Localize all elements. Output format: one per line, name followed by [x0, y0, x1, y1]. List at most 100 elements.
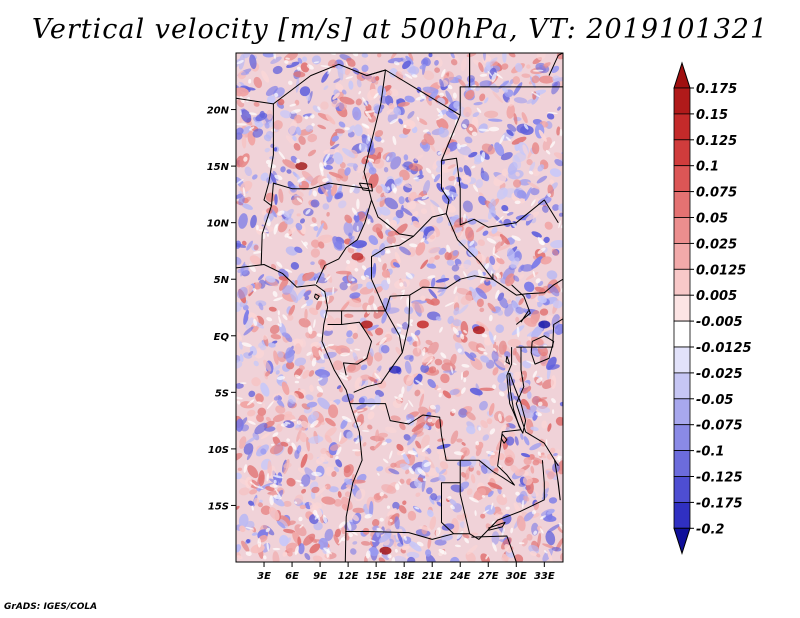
velocity-blob: [459, 481, 470, 490]
velocity-blob: [525, 272, 539, 281]
velocity-blob: [298, 135, 306, 145]
velocity-blob: [310, 261, 315, 266]
velocity-blob: [543, 329, 559, 335]
velocity-blob: [236, 242, 247, 248]
velocity-blob: [476, 298, 484, 308]
calm-streak: [385, 248, 391, 254]
calm-streak: [400, 237, 407, 241]
velocity-blob: [344, 167, 351, 176]
calm-streak: [340, 537, 346, 542]
velocity-blob: [513, 113, 518, 125]
velocity-blob: [373, 440, 383, 450]
calm-streak: [348, 532, 353, 538]
velocity-blob: [421, 434, 430, 448]
velocity-blob: [515, 171, 520, 177]
border-line: [371, 273, 494, 312]
velocity-blob: [513, 188, 523, 198]
velocity-blob: [279, 535, 289, 547]
velocity-blob: [450, 59, 458, 66]
velocity-blob: [241, 134, 247, 149]
velocity-blob: [416, 340, 420, 353]
velocity-blob: [419, 388, 425, 394]
calm-streak: [327, 66, 332, 75]
velocity-blob: [283, 462, 292, 469]
velocity-blob: [351, 514, 360, 522]
velocity-blob: [333, 78, 341, 83]
calm-streak: [358, 90, 362, 95]
velocity-blob: [247, 409, 256, 417]
velocity-blob: [399, 478, 405, 484]
calm-streak: [310, 223, 318, 227]
velocity-blob: [542, 205, 549, 213]
calm-streak: [419, 91, 427, 100]
velocity-blob: [442, 390, 452, 399]
calm-streak: [485, 554, 489, 560]
calm-streak: [239, 382, 247, 384]
calm-streak: [252, 288, 257, 292]
velocity-blob: [302, 271, 315, 282]
velocity-blob: [310, 491, 316, 500]
velocity-blob: [531, 75, 540, 84]
calm-streak: [444, 302, 455, 307]
calm-streak: [266, 401, 274, 410]
calm-streak: [462, 213, 466, 223]
calm-streak: [340, 352, 350, 357]
velocity-blob: [273, 120, 283, 130]
calm-streak: [266, 317, 273, 322]
calm-streak: [531, 91, 541, 98]
velocity-blob: [549, 168, 562, 177]
calm-streak: [296, 66, 301, 71]
calm-streak: [462, 123, 467, 129]
velocity-blob: [514, 350, 522, 363]
velocity-blob: [451, 518, 460, 534]
velocity-blob: [541, 420, 547, 429]
calm-streak: [439, 326, 443, 333]
velocity-blob: [415, 492, 421, 497]
calm-streak: [421, 195, 428, 200]
calm-streak: [499, 134, 505, 145]
velocity-blob: [246, 449, 253, 461]
velocity-blob: [436, 501, 443, 507]
velocity-blob: [384, 426, 397, 434]
velocity-blob: [269, 324, 280, 335]
lat-tick-label: 5S: [215, 388, 229, 399]
velocity-blob: [243, 326, 254, 336]
velocity-blob: [338, 102, 347, 111]
velocity-blob: [500, 152, 513, 161]
velocity-blob: [436, 97, 446, 106]
calm-streak: [236, 60, 244, 65]
velocity-blob: [536, 175, 548, 184]
velocity-blob: [394, 178, 402, 185]
calm-streak: [454, 544, 462, 548]
calm-streak: [389, 450, 393, 459]
velocity-blob: [531, 325, 544, 339]
calm-streak: [239, 96, 245, 104]
calm-streak: [427, 275, 436, 279]
velocity-blob: [406, 413, 415, 422]
velocity-blob: [526, 64, 531, 69]
calm-streak: [245, 551, 252, 556]
velocity-blob: [375, 327, 384, 336]
border-line: [548, 53, 563, 76]
calm-streak: [286, 236, 293, 240]
calm-streak: [285, 57, 291, 60]
velocity-blob: [398, 505, 407, 514]
calm-streak: [489, 428, 496, 435]
velocity-blob: [408, 540, 422, 552]
velocity-blob: [453, 100, 462, 109]
velocity-blob: [404, 360, 412, 374]
velocity-blob: [324, 528, 334, 541]
calm-streak: [253, 485, 264, 490]
calm-streak: [338, 521, 346, 529]
calm-streak: [304, 115, 309, 120]
velocity-blob: [248, 350, 254, 356]
velocity-blob: [523, 495, 530, 502]
velocity-blob: [361, 53, 369, 58]
calm-streak: [473, 184, 479, 193]
velocity-blob: [514, 436, 519, 446]
velocity-blob: [390, 415, 401, 422]
velocity-blob: [450, 53, 455, 59]
calm-streak: [487, 70, 493, 77]
velocity-blob: [252, 174, 258, 180]
velocity-blob: [463, 520, 468, 534]
